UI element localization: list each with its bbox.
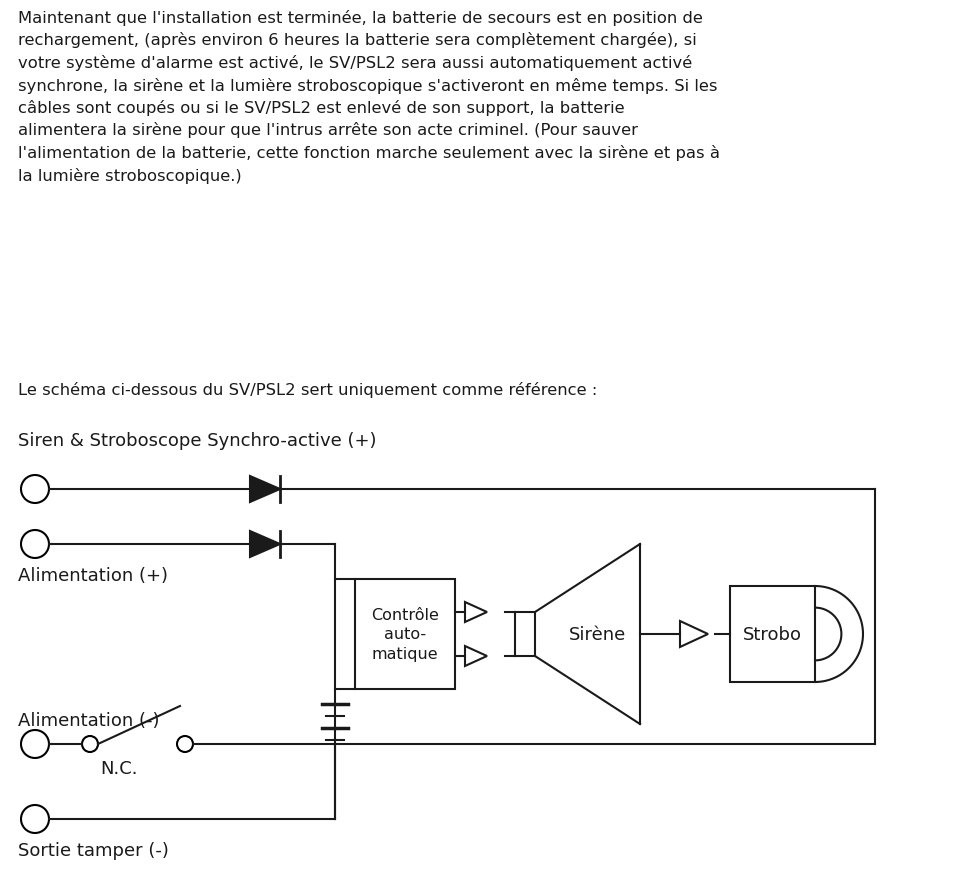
Text: Le schéma ci-dessous du SV/PSL2 sert uniquement comme référence :: Le schéma ci-dessous du SV/PSL2 sert uni… [18, 382, 597, 398]
Bar [730, 587, 815, 682]
Text: Siren & Stroboscope Synchro-active (+): Siren & Stroboscope Synchro-active (+) [18, 431, 376, 450]
Text: Strobo: Strobo [743, 625, 802, 644]
Text: Maintenant que l'installation est terminée, la batterie de secours est en positi: Maintenant que l'installation est termin… [18, 10, 720, 184]
Text: Sirène: Sirène [569, 625, 626, 644]
Text: N.C.: N.C. [100, 759, 137, 777]
Bar [355, 579, 455, 689]
Polygon shape [250, 531, 280, 558]
Text: Sortie tamper (-): Sortie tamper (-) [18, 841, 169, 859]
Text: Alimentation (+): Alimentation (+) [18, 566, 168, 585]
Text: Contrôle
auto-
matique: Contrôle auto- matique [372, 607, 439, 661]
Polygon shape [250, 477, 280, 502]
Text: Alimentation (-): Alimentation (-) [18, 711, 159, 729]
